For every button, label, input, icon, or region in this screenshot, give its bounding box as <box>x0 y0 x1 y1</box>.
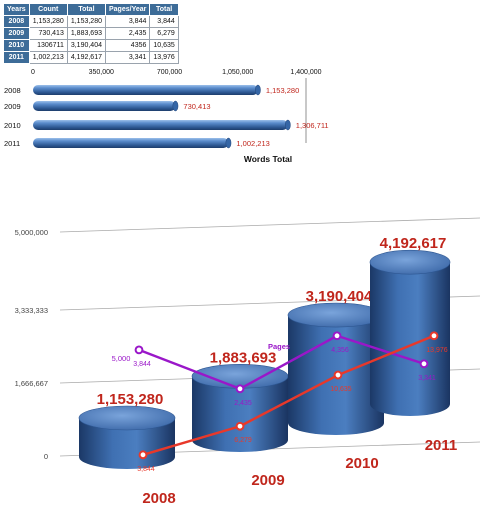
bar-end-cap <box>284 119 291 131</box>
bar-top <box>78 405 176 431</box>
table-cell: 4356 <box>104 39 151 52</box>
category-label: 2011 <box>425 437 458 454</box>
data-table: Years Count Total Pages/Year Total 2008 … <box>3 3 179 64</box>
category-label: 2008 <box>142 490 175 507</box>
bar-top <box>369 249 451 275</box>
x-axis-title: Words Total <box>244 154 292 164</box>
value-label: 1,883,693 <box>210 349 277 366</box>
header-count: Count <box>28 3 68 16</box>
table-cell: 4,192,617 <box>66 51 107 64</box>
y-tick-label: 0 <box>44 452 48 461</box>
table-cell: 13,976 <box>149 51 179 64</box>
bar <box>33 85 258 95</box>
value-label: 1,153,280 <box>266 86 299 95</box>
line-point-label: 10,635 <box>330 386 352 393</box>
line-point <box>333 370 343 380</box>
category-label: 2008 <box>4 86 21 95</box>
line-point-label: 4,356 <box>331 347 349 354</box>
table-cell-year: 2011 <box>3 51 30 64</box>
x-tick-label: 0 <box>31 69 35 76</box>
secondary-axis-label: 5,000 <box>112 354 131 363</box>
line-point-label: 2,435 <box>234 400 252 407</box>
value-label: 1,306,711 <box>296 121 329 130</box>
line-point <box>419 359 429 369</box>
x-tick-label: 1,400,000 <box>290 69 321 76</box>
table-cell: 1,153,280 <box>66 15 107 28</box>
cumulative-chart: 0 1,666,667 3,333,333 5,000,000 1,153,280 1,8… <box>15 217 481 507</box>
series-label: Pages <box>268 342 290 351</box>
category-label: 2009 <box>4 102 21 111</box>
header-years: Years <box>3 3 30 16</box>
category-label: 2010 <box>4 121 21 130</box>
category-label: 2010 <box>345 455 378 472</box>
value-label: 1,002,213 <box>236 139 269 148</box>
x-tick-label: 700,000 <box>157 69 182 76</box>
line-point <box>429 331 439 341</box>
bar-top <box>287 302 385 328</box>
y-tick-label: 3,333,333 <box>15 306 48 315</box>
category-label: 2011 <box>4 139 20 148</box>
category-label: 2009 <box>251 472 284 489</box>
table-cell: 2,435 <box>104 27 151 40</box>
table-cell: 1,883,693 <box>66 27 107 40</box>
line-point <box>235 421 245 431</box>
line-point <box>134 345 144 355</box>
table-row: 2009 730,413 1,883,693 2,435 6,279 <box>3 27 179 40</box>
bar <box>33 120 288 130</box>
x-tick-label: 1,050,000 <box>222 69 253 76</box>
table-cell-year: 2010 <box>3 39 30 52</box>
bar-end-cap <box>225 137 232 149</box>
value-label: 1,153,280 <box>97 391 164 408</box>
value-label: 730,413 <box>183 102 210 111</box>
y-tick-label: 5,000,000 <box>15 228 48 237</box>
bar-end-cap <box>172 100 179 112</box>
y-tick-label: 1,666,667 <box>15 379 48 388</box>
header-pages-total: Total <box>149 3 179 16</box>
line-point-label: 3,844 <box>137 466 155 473</box>
line-point-label: 3,844 <box>133 361 151 368</box>
gridline <box>59 217 481 233</box>
line-point-label: 3,341 <box>418 375 436 382</box>
line-point-label: 6,279 <box>234 437 252 444</box>
bar <box>33 101 176 111</box>
table-cell: 1,002,213 <box>28 51 68 64</box>
table-cell: 3,844 <box>104 15 151 28</box>
line-series <box>142 334 435 456</box>
x-tick-label: 350,000 <box>89 69 114 76</box>
table-cell: 1306711 <box>28 39 68 52</box>
line-point-label: 13,976 <box>426 347 448 354</box>
table-row: 2008 1,153,280 1,153,280 3,844 3,844 <box>3 15 179 28</box>
table-cell-year: 2008 <box>3 15 30 28</box>
line-point <box>332 331 342 341</box>
table-cell-year: 2009 <box>3 27 30 40</box>
words-total-chart: 0 350,000 700,000 1,050,000 1,400,000 2008 1,1… <box>4 69 329 164</box>
value-label: 4,192,617 <box>380 235 447 252</box>
line-point <box>235 384 245 394</box>
bar-end-cap <box>255 84 261 96</box>
table-cell: 3,341 <box>104 51 151 64</box>
bar <box>79 418 175 469</box>
line-point <box>138 450 148 460</box>
line-series <box>138 334 425 391</box>
table-row: 2011 1,002,213 4,192,617 3,341 13,976 <box>3 51 179 64</box>
bar <box>370 262 450 416</box>
bar <box>33 138 229 148</box>
value-label: 3,190,404 <box>306 288 373 305</box>
